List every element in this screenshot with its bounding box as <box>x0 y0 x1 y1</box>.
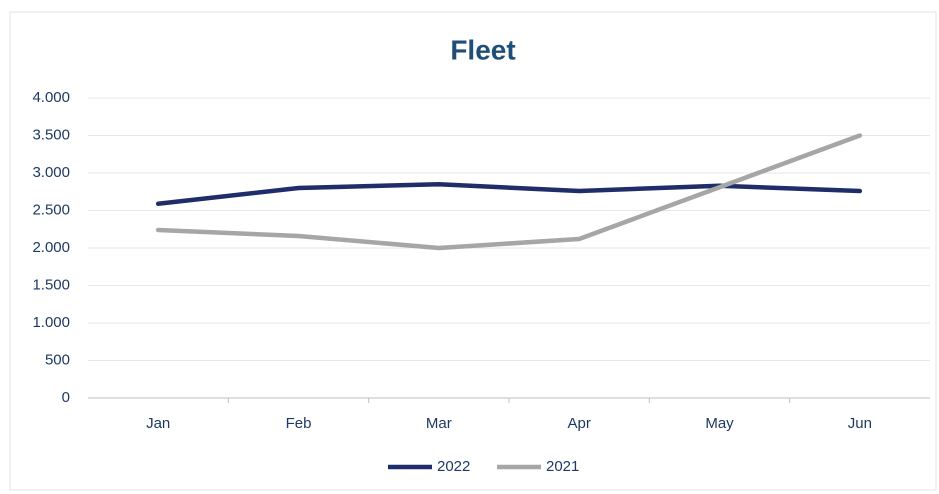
y-tick-label: 3.500 <box>32 126 70 143</box>
y-tick-label: 4.000 <box>32 89 70 106</box>
x-tick-label: Jan <box>146 415 170 432</box>
x-tick-label: Mar <box>426 415 452 432</box>
legend-label: 2022 <box>437 458 470 475</box>
x-tick-label: Jun <box>848 415 872 432</box>
y-tick-label: 2.500 <box>32 201 70 218</box>
y-tick-label: 2.000 <box>32 239 70 256</box>
chart-frame <box>9 11 937 491</box>
y-tick-label: 1.500 <box>32 276 70 293</box>
y-tick-label: 1.000 <box>32 314 70 331</box>
series-line <box>155 133 863 251</box>
x-tick-label: Apr <box>567 415 590 432</box>
y-tick-label: 0 <box>62 389 70 406</box>
y-tick-label: 3.000 <box>32 164 70 181</box>
chart-title: Fleet <box>450 34 515 65</box>
x-tick-label: Feb <box>286 415 312 432</box>
x-tick-label: May <box>705 415 734 432</box>
series-line <box>155 182 863 206</box>
legend-label: 2021 <box>546 458 579 475</box>
y-tick-label: 500 <box>45 351 70 368</box>
